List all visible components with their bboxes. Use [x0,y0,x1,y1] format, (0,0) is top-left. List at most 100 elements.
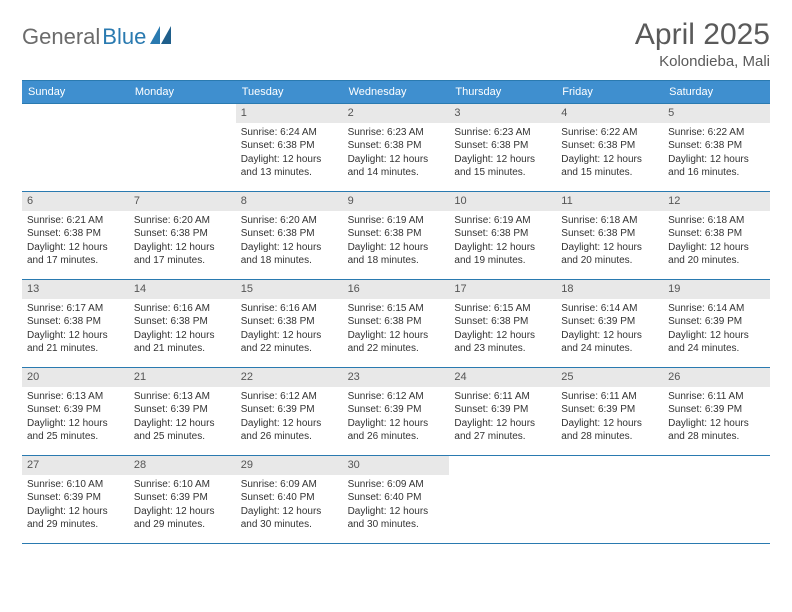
sunrise-text: Sunrise: 6:18 AM [561,214,658,228]
day-cell: 6Sunrise: 6:21 AMSunset: 6:38 PMDaylight… [22,191,129,279]
sunrise-text: Sunrise: 6:16 AM [241,302,338,316]
daylight-2: and 20 minutes. [668,254,765,268]
date-number: 10 [449,192,556,211]
daylight-1: Daylight: 12 hours [134,505,231,519]
day-details: Sunrise: 6:13 AMSunset: 6:39 PMDaylight:… [129,390,236,444]
daylight-2: and 17 minutes. [27,254,124,268]
sunrise-text: Sunrise: 6:09 AM [348,478,445,492]
sunrise-text: Sunrise: 6:16 AM [134,302,231,316]
day-cell: 26Sunrise: 6:11 AMSunset: 6:39 PMDayligh… [663,367,770,455]
date-number: 27 [22,456,129,475]
day-details: Sunrise: 6:18 AMSunset: 6:38 PMDaylight:… [663,214,770,268]
day-details: Sunrise: 6:09 AMSunset: 6:40 PMDaylight:… [343,478,450,532]
daylight-2: and 20 minutes. [561,254,658,268]
day-cell: 22Sunrise: 6:12 AMSunset: 6:39 PMDayligh… [236,367,343,455]
daylight-2: and 30 minutes. [348,518,445,532]
day-details: Sunrise: 6:09 AMSunset: 6:40 PMDaylight:… [236,478,343,532]
brand-logo: GeneralBlue [22,18,172,50]
sunrise-text: Sunrise: 6:23 AM [454,126,551,140]
sunrise-text: Sunrise: 6:15 AM [454,302,551,316]
date-number: 9 [343,192,450,211]
sunrise-text: Sunrise: 6:18 AM [668,214,765,228]
date-number: 3 [449,104,556,123]
sunset-text: Sunset: 6:40 PM [241,491,338,505]
daylight-1: Daylight: 12 hours [241,505,338,519]
date-number: 15 [236,280,343,299]
daylight-2: and 19 minutes. [454,254,551,268]
sunset-text: Sunset: 6:38 PM [348,227,445,241]
sunrise-text: Sunrise: 6:09 AM [241,478,338,492]
day-cell: 2Sunrise: 6:23 AMSunset: 6:38 PMDaylight… [343,103,450,191]
day-cell: 12 Sunrise: 6:18 AMSunset: 6:38 PMDayligh… [663,191,770,279]
daylight-1: Daylight: 12 hours [668,241,765,255]
date-number: 12 [663,192,770,211]
sunset-text: Sunset: 6:38 PM [454,139,551,153]
date-number: 16 [343,280,450,299]
location-text: Kolondieba, Mali [635,53,770,70]
day-cell: 30 Sunrise: 6:09 AMSunset: 6:40 PMDayligh… [343,455,450,543]
daylight-2: and 17 minutes. [134,254,231,268]
day-details: Sunrise: 6:16 AMSunset: 6:38 PMDaylight:… [129,302,236,356]
daylight-1: Daylight: 12 hours [241,417,338,431]
sunrise-text: Sunrise: 6:12 AM [348,390,445,404]
day-cell: 13Sunrise: 6:17 AMSunset: 6:38 PMDayligh… [22,279,129,367]
day-cell: 23Sunrise: 6:12 AMSunset: 6:39 PMDayligh… [343,367,450,455]
daylight-1: Daylight: 12 hours [27,417,124,431]
day-details: Sunrise: 6:21 AMSunset: 6:38 PMDaylight:… [22,214,129,268]
day-details: Sunrise: 6:19 AMSunset: 6:38 PMDaylight:… [343,214,450,268]
sunrise-text: Sunrise: 6:19 AM [348,214,445,228]
sunset-text: Sunset: 6:38 PM [561,227,658,241]
weekday-header: Sunday [22,81,129,103]
daylight-1: Daylight: 12 hours [454,417,551,431]
daylight-1: Daylight: 12 hours [241,241,338,255]
sunset-text: Sunset: 6:38 PM [27,227,124,241]
sunrise-text: Sunrise: 6:19 AM [454,214,551,228]
day-cell: 10Sunrise: 6:19 AMSunset: 6:38 PMDayligh… [449,191,556,279]
date-number: 20 [22,368,129,387]
daylight-2: and 27 minutes. [454,430,551,444]
daylight-2: and 14 minutes. [348,166,445,180]
daylight-1: Daylight: 12 hours [668,417,765,431]
day-details: Sunrise: 6:10 AMSunset: 6:39 PMDaylight:… [129,478,236,532]
sail-icon [150,24,172,50]
sunrise-text: Sunrise: 6:11 AM [561,390,658,404]
sunset-text: Sunset: 6:38 PM [241,227,338,241]
day-cell: 28 Sunrise: 6:10 AMSunset: 6:39 PMDayligh… [129,455,236,543]
sunrise-text: Sunrise: 6:22 AM [668,126,765,140]
weekday-header: Wednesday [343,81,450,103]
daylight-2: and 26 minutes. [348,430,445,444]
sunset-text: Sunset: 6:39 PM [668,315,765,329]
sunset-text: Sunset: 6:39 PM [348,403,445,417]
day-details: Sunrise: 6:23 AMSunset: 6:38 PMDaylight:… [343,126,450,180]
daylight-1: Daylight: 12 hours [561,417,658,431]
sunrise-text: Sunrise: 6:14 AM [668,302,765,316]
daylight-2: and 25 minutes. [27,430,124,444]
date-number: 29 [236,456,343,475]
header: GeneralBlue April 2025 Kolondieba, Mali [22,18,770,70]
sunrise-text: Sunrise: 6:11 AM [454,390,551,404]
daylight-2: and 23 minutes. [454,342,551,356]
date-number: 17 [449,280,556,299]
day-cell: 11Sunrise: 6:18 AMSunset: 6:38 PMDayligh… [556,191,663,279]
sunrise-text: Sunrise: 6:12 AM [241,390,338,404]
day-cell: 16Sunrise: 6:15 AMSunset: 6:38 PMDayligh… [343,279,450,367]
date-number: 28 [129,456,236,475]
sunrise-text: Sunrise: 6:11 AM [668,390,765,404]
day-details: Sunrise: 6:20 AMSunset: 6:38 PMDaylight:… [129,214,236,268]
weekday-header: Friday [556,81,663,103]
sunset-text: Sunset: 6:38 PM [241,139,338,153]
weekday-header: Monday [129,81,236,103]
daylight-2: and 22 minutes. [348,342,445,356]
daylight-1: Daylight: 12 hours [454,153,551,167]
daylight-2: and 25 minutes. [134,430,231,444]
day-cell: 20Sunrise: 6:13 AMSunset: 6:39 PMDayligh… [22,367,129,455]
empty-cell [129,103,236,191]
date-number: 30 [343,456,450,475]
date-number: 5 [663,104,770,123]
daylight-2: and 28 minutes. [561,430,658,444]
day-cell: 5Sunrise: 6:22 AMSunset: 6:38 PMDaylight… [663,103,770,191]
sunrise-text: Sunrise: 6:13 AM [134,390,231,404]
daylight-2: and 24 minutes. [561,342,658,356]
weekday-header: Saturday [663,81,770,103]
daylight-2: and 16 minutes. [668,166,765,180]
